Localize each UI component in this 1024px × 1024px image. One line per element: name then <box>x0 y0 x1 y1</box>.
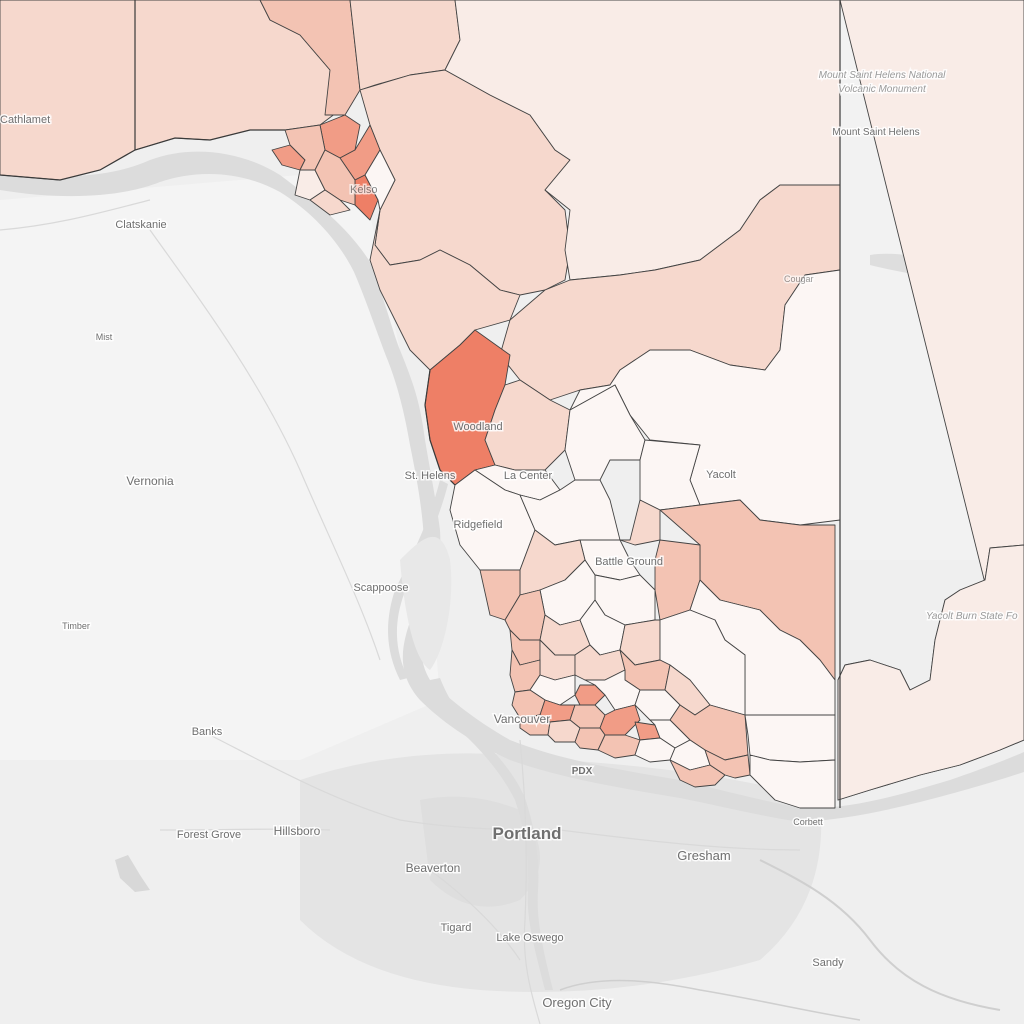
label-battle-ground: Battle Ground <box>595 556 663 568</box>
label-portland: Portland <box>493 824 562 843</box>
label-scappoose: Scappoose <box>353 582 408 594</box>
label-ridgefield: Ridgefield <box>454 519 503 531</box>
label-cougar: Cougar <box>784 274 814 284</box>
tract-skamania-south[interactable] <box>837 544 1024 801</box>
county-boundaries <box>0 0 841 808</box>
tract-clark-d[interactable] <box>619 499 661 546</box>
tract-kalama[interactable] <box>369 209 521 371</box>
tract-kelso-e[interactable] <box>364 149 396 211</box>
label-oregon-city: Oregon City <box>542 995 612 1010</box>
label-beaverton: Beaverton <box>406 861 461 875</box>
label-vernonia: Vernonia <box>126 474 174 488</box>
label-msh-monument-line1: Mount Saint Helens National <box>819 70 947 81</box>
label-hillsboro: Hillsboro <box>274 824 321 838</box>
tract-camas[interactable] <box>704 749 751 779</box>
tract-kelso-c[interactable] <box>314 149 356 206</box>
place-labels: Cathlamet Clatskanie Mist Vernonia St. H… <box>0 69 1019 1012</box>
road-us30-west <box>0 199 151 231</box>
label-mist: Mist <box>96 332 113 342</box>
road-hwy217 <box>429 869 521 961</box>
label-la-center: La Center <box>504 470 553 482</box>
clackamas-river <box>559 979 861 1021</box>
label-yacolt-burn: Yacolt Burn State Fo <box>926 611 1018 622</box>
sandy-river <box>759 859 1001 1011</box>
county-line-river-north <box>0 129 285 181</box>
tract-washougal-south[interactable] <box>749 754 836 809</box>
willamette-river <box>430 678 553 990</box>
road-i84 <box>559 829 801 851</box>
county-line-woodland-shore <box>424 369 456 486</box>
label-timber: Timber <box>62 621 90 631</box>
label-sandy: Sandy <box>812 957 844 969</box>
label-yacolt: Yacolt <box>706 469 736 481</box>
label-banks: Banks <box>192 726 223 738</box>
multnomah-channel <box>388 480 448 680</box>
tract-kelso-d[interactable] <box>309 189 351 216</box>
label-st-helens: St. Helens <box>405 470 456 482</box>
label-gresham: Gresham <box>677 848 730 863</box>
label-corbett: Corbett <box>793 817 823 827</box>
henry-hagg-lake <box>115 855 150 892</box>
tract-washougal[interactable] <box>744 714 836 763</box>
label-woodland: Woodland <box>453 421 502 433</box>
road-i5 <box>519 739 541 1024</box>
label-clatskanie: Clatskanie <box>115 219 166 231</box>
label-cathlamet: Cathlamet <box>0 114 50 126</box>
tract-cathlamet[interactable] <box>0 0 136 181</box>
choropleth-layer <box>0 0 1024 809</box>
tract-clark-b[interactable] <box>639 439 701 511</box>
urban-core <box>420 796 540 907</box>
label-tigard: Tigard <box>441 922 472 934</box>
sauvie-island <box>400 536 452 670</box>
label-kelso: Kelso <box>350 184 378 196</box>
label-mount-st-helens: Mount Saint Helens <box>832 127 919 138</box>
label-lake-oswego: Lake Oswego <box>496 932 563 944</box>
label-forest-grove: Forest Grove <box>177 829 241 841</box>
land-patch-west <box>0 170 440 760</box>
label-vancouver: Vancouver <box>494 712 550 726</box>
label-msh-monument-line2: Volcanic Monument <box>838 84 927 95</box>
urban-area-portland <box>300 753 822 992</box>
road-tv-hwy <box>159 828 331 831</box>
tract-camas-west[interactable] <box>669 759 726 788</box>
road-hwy47 <box>149 229 381 661</box>
label-pdx: PDX <box>572 766 593 777</box>
road-us26 <box>199 729 561 831</box>
